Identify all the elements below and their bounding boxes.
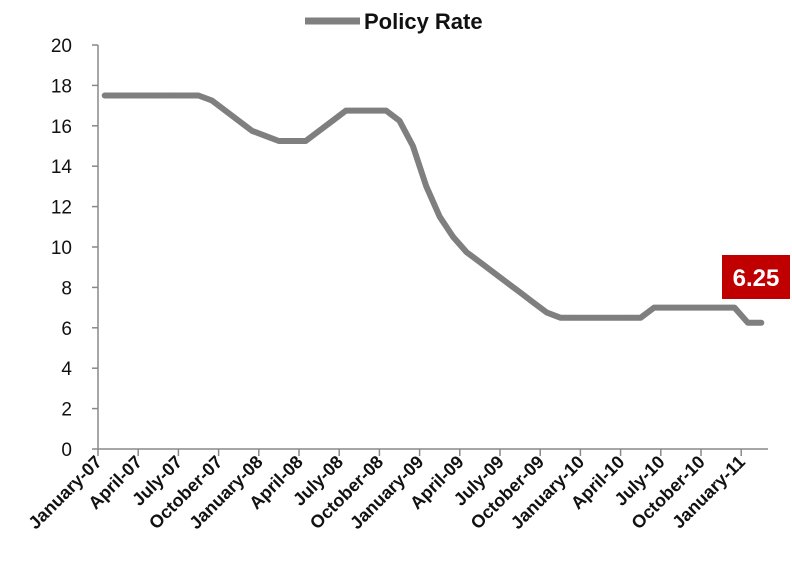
- data-point: [651, 305, 657, 310]
- data-point: [692, 305, 697, 310]
- data-point: [397, 118, 402, 123]
- data-point: [504, 280, 509, 285]
- data-point: [678, 305, 684, 310]
- data-point: [584, 315, 590, 320]
- data-point: [303, 138, 308, 144]
- data-point: [156, 93, 161, 98]
- callout-value: 6.25: [733, 265, 780, 292]
- data-point: [598, 315, 603, 320]
- data-point: [665, 305, 670, 310]
- data-point: [276, 138, 282, 144]
- data-point: [732, 305, 737, 310]
- data-point: [450, 234, 456, 240]
- data-point: [115, 93, 121, 98]
- y-tick-label: 20: [51, 36, 72, 57]
- data-point: [517, 290, 523, 295]
- data-point: [424, 184, 429, 189]
- data-point: [477, 259, 483, 265]
- data-point: [745, 320, 751, 325]
- x-axis: January-07April-07July-07October-07Janua…: [24, 448, 768, 533]
- series-layer: [101, 92, 765, 326]
- data-point: [102, 93, 107, 98]
- data-point: [142, 93, 148, 98]
- data-point: [223, 108, 228, 113]
- data-point: [464, 249, 469, 255]
- data-point: [316, 128, 322, 134]
- y-tick-label: 0: [61, 440, 72, 461]
- data-point: [290, 138, 295, 144]
- legend: Policy Rate: [305, 9, 483, 34]
- data-point: [558, 315, 563, 320]
- data-point: [611, 315, 617, 320]
- data-point: [759, 320, 764, 325]
- data-point: [236, 118, 241, 123]
- y-tick-label: 18: [51, 76, 72, 97]
- legend-series-label: Policy Rate: [364, 9, 483, 34]
- y-tick-label: 16: [51, 117, 72, 138]
- data-point: [491, 270, 496, 275]
- data-point: [544, 310, 550, 315]
- callout-box: [722, 255, 790, 299]
- data-point: [249, 128, 255, 134]
- last-value-callout: 6.25: [722, 255, 790, 299]
- data-point: [437, 214, 442, 219]
- data-point: [410, 143, 416, 149]
- y-tick-label: 14: [51, 157, 73, 178]
- data-point: [343, 108, 349, 113]
- data-point: [705, 305, 710, 310]
- y-axis: 0 2 4 6 8 10 12 14 16 18 20: [51, 36, 99, 461]
- y-tick-label: 2: [61, 400, 72, 421]
- data-point: [129, 93, 134, 98]
- y-tick-label: 10: [51, 238, 72, 259]
- y-tick-label: 4: [61, 359, 72, 380]
- data-point: [263, 133, 268, 139]
- data-point: [209, 98, 215, 103]
- data-point: [383, 108, 389, 113]
- data-point: [718, 305, 724, 310]
- data-point: [357, 108, 362, 113]
- data-point: [182, 93, 188, 98]
- data-point: [370, 108, 375, 113]
- y-tick-label: 6: [61, 319, 72, 340]
- data-point: [196, 93, 201, 98]
- data-point: [330, 118, 335, 123]
- data-point: [531, 300, 536, 305]
- series-line-policy-rate: [101, 92, 765, 326]
- data-point: [625, 315, 630, 320]
- y-tick-label: 12: [51, 198, 72, 219]
- data-point: [638, 315, 643, 320]
- data-point: [169, 93, 174, 98]
- data-point: [571, 315, 576, 320]
- y-tick-label: 8: [61, 278, 72, 299]
